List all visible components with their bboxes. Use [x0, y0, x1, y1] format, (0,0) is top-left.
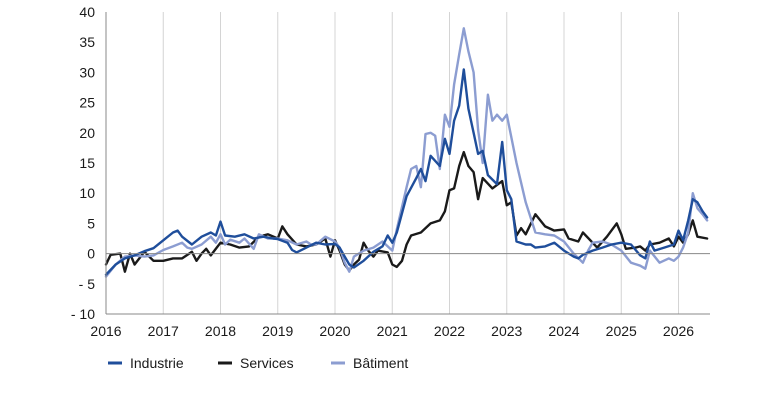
x-tick-label: 2021: [377, 323, 408, 339]
y-tick-label: - 5: [79, 276, 96, 292]
gridlines: [162, 12, 680, 314]
x-tick-label: 2023: [491, 323, 522, 339]
y-tick-label: 25: [79, 95, 95, 111]
x-tick-label: 2022: [434, 323, 465, 339]
x-tick-label: 2020: [319, 323, 350, 339]
legend-label: Bâtiment: [353, 355, 408, 371]
y-tick-label: 20: [79, 125, 95, 141]
legend-item: Industrie: [108, 355, 184, 371]
y-tick-label: 10: [79, 185, 95, 201]
axes: [105, 12, 710, 315]
x-tick-label: 2017: [148, 323, 179, 339]
y-tick-label: 35: [79, 34, 95, 50]
legend-item: Bâtiment: [331, 355, 408, 371]
legend-label: Services: [240, 355, 294, 371]
x-axis-tick-labels: 2016 2017 2018 2019 2020 2021 2022 2023 2024 2025…: [90, 323, 694, 339]
series-line-2: [104, 27, 709, 278]
y-tick-label: 30: [79, 64, 95, 80]
legend-label: Industrie: [130, 355, 184, 371]
series-line-0: [104, 68, 709, 276]
x-tick-label: 2018: [205, 323, 236, 339]
x-tick-label: 2025: [606, 323, 637, 339]
y-tick-label: 40: [79, 4, 95, 20]
y-tick-label: - 10: [71, 306, 95, 322]
y-tick-label: 15: [79, 155, 95, 171]
x-tick-label: 2019: [262, 323, 293, 339]
y-axis-tick-labels: - 10 - 5 0 5 10 15 20 25 30 35 40: [71, 4, 95, 322]
y-tick-label: 0: [87, 246, 95, 262]
x-tick-label: 2016: [90, 323, 121, 339]
series-line-1: [104, 150, 709, 273]
x-tick-label: 2026: [663, 323, 694, 339]
y-tick-label: 5: [87, 215, 95, 231]
legend-item: Services: [218, 355, 294, 371]
legend: Industrie Services Bâtiment: [108, 355, 408, 371]
series-lines: [104, 27, 709, 278]
x-tick-label: 2024: [548, 323, 579, 339]
